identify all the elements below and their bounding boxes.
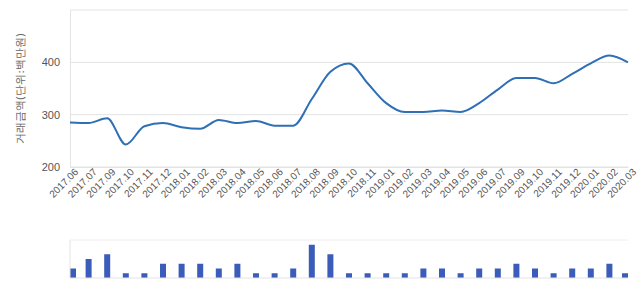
y-tick-label: 300 — [42, 109, 60, 121]
grid-line — [70, 114, 628, 115]
volume-bar — [532, 269, 538, 279]
y-axis: 200 300 400 — [42, 11, 71, 174]
volume-bars — [70, 245, 628, 278]
volume-bar — [272, 273, 278, 278]
bar-axis-line — [70, 240, 71, 278]
volume-bar — [551, 273, 557, 278]
volume-bar — [309, 245, 315, 278]
volume-bar — [383, 273, 389, 278]
y-tick-label: 400 — [42, 56, 60, 68]
volume-bar — [346, 273, 352, 278]
y-tick: 200 — [42, 161, 70, 173]
volume-bar — [327, 254, 333, 278]
volume-bar — [439, 269, 445, 279]
volume-bar — [179, 264, 185, 278]
x-tick: 2020.03 — [605, 166, 639, 200]
volume-bar — [622, 273, 628, 278]
volume-bar — [123, 273, 129, 278]
volume-bar — [197, 264, 203, 278]
volume-bar — [513, 264, 519, 278]
volume-bar — [420, 269, 426, 279]
y-axis-line — [70, 11, 71, 168]
y-tick-label: 200 — [42, 161, 60, 173]
x-axis: 2017.062017.072017.092017.102017.112017.… — [47, 166, 639, 200]
volume-bar — [253, 273, 259, 278]
plot-frame — [70, 10, 628, 11]
volume-bar — [234, 264, 240, 278]
bar-frame — [70, 240, 628, 241]
volume-bar — [104, 254, 110, 278]
plot-area — [70, 56, 628, 145]
volume-bar — [495, 269, 501, 279]
y-axis-title: 거래금액(단위:백만원) — [14, 33, 27, 144]
volume-bar — [588, 269, 594, 279]
volume-bar — [402, 273, 408, 278]
volume-bar — [458, 273, 464, 278]
volume-bar — [365, 273, 371, 278]
volume-bar — [476, 269, 482, 279]
grid — [70, 62, 628, 167]
volume-bar — [141, 273, 147, 278]
volume-bar — [86, 259, 92, 278]
grid-line — [70, 167, 628, 168]
volume-bar — [160, 264, 166, 278]
volume-bar — [70, 269, 76, 279]
bar-baseline — [70, 278, 628, 279]
x-tick-label: 2020.03 — [605, 166, 639, 200]
volume-bar — [569, 269, 575, 279]
y-tick: 400 — [42, 56, 70, 68]
volume-bar — [216, 269, 222, 279]
volume-bar — [290, 269, 296, 279]
price-line — [70, 56, 628, 145]
chart: 200 300 400 거래금액(단위:백만원) 2017.062017.072017.… — [0, 0, 640, 294]
y-tick: 300 — [42, 109, 70, 121]
volume-bar — [606, 264, 612, 278]
